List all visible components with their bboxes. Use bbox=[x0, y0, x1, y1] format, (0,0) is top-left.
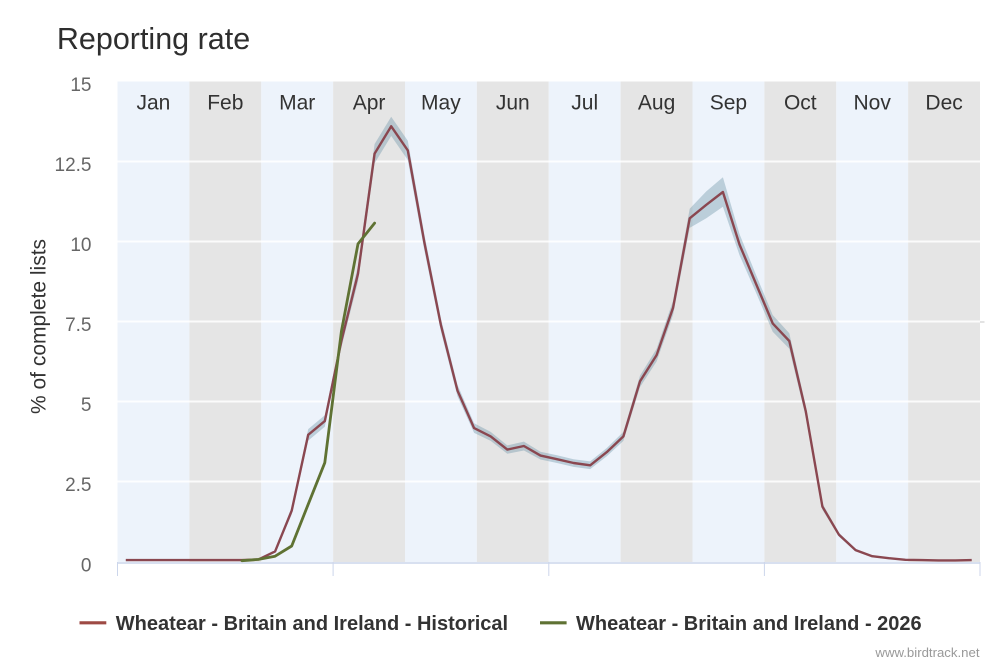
svg-text:10: 10 bbox=[70, 235, 91, 256]
svg-text:Wheatear - Britain and Ireland: Wheatear - Britain and Ireland - 2026 bbox=[576, 613, 922, 635]
svg-text:www.birdtrack.net: www.birdtrack.net bbox=[874, 645, 979, 660]
svg-text:Mar: Mar bbox=[279, 92, 315, 115]
svg-text:5: 5 bbox=[81, 395, 92, 416]
svg-text:15: 15 bbox=[70, 75, 91, 96]
svg-text:May: May bbox=[421, 92, 461, 115]
svg-text:Jul: Jul bbox=[571, 92, 598, 115]
svg-text:% of complete lists: % of complete lists bbox=[28, 239, 51, 414]
svg-text:Feb: Feb bbox=[207, 92, 243, 115]
svg-text:Dec: Dec bbox=[925, 92, 962, 115]
svg-text:2.5: 2.5 bbox=[65, 475, 91, 496]
svg-text:Apr: Apr bbox=[353, 92, 386, 115]
svg-text:Jun: Jun bbox=[496, 92, 530, 115]
svg-text:0: 0 bbox=[81, 555, 92, 576]
svg-text:7.5: 7.5 bbox=[65, 315, 91, 336]
svg-text:Wheatear - Britain and Ireland: Wheatear - Britain and Ireland - Histori… bbox=[116, 613, 508, 635]
svg-text:Aug: Aug bbox=[638, 92, 675, 115]
svg-text:Nov: Nov bbox=[854, 92, 892, 115]
svg-text:Reporting rate: Reporting rate bbox=[57, 22, 250, 56]
svg-text:12.5: 12.5 bbox=[55, 155, 92, 176]
svg-text:Jan: Jan bbox=[136, 92, 170, 115]
svg-text:Sep: Sep bbox=[710, 92, 747, 115]
svg-text:Oct: Oct bbox=[784, 92, 817, 115]
